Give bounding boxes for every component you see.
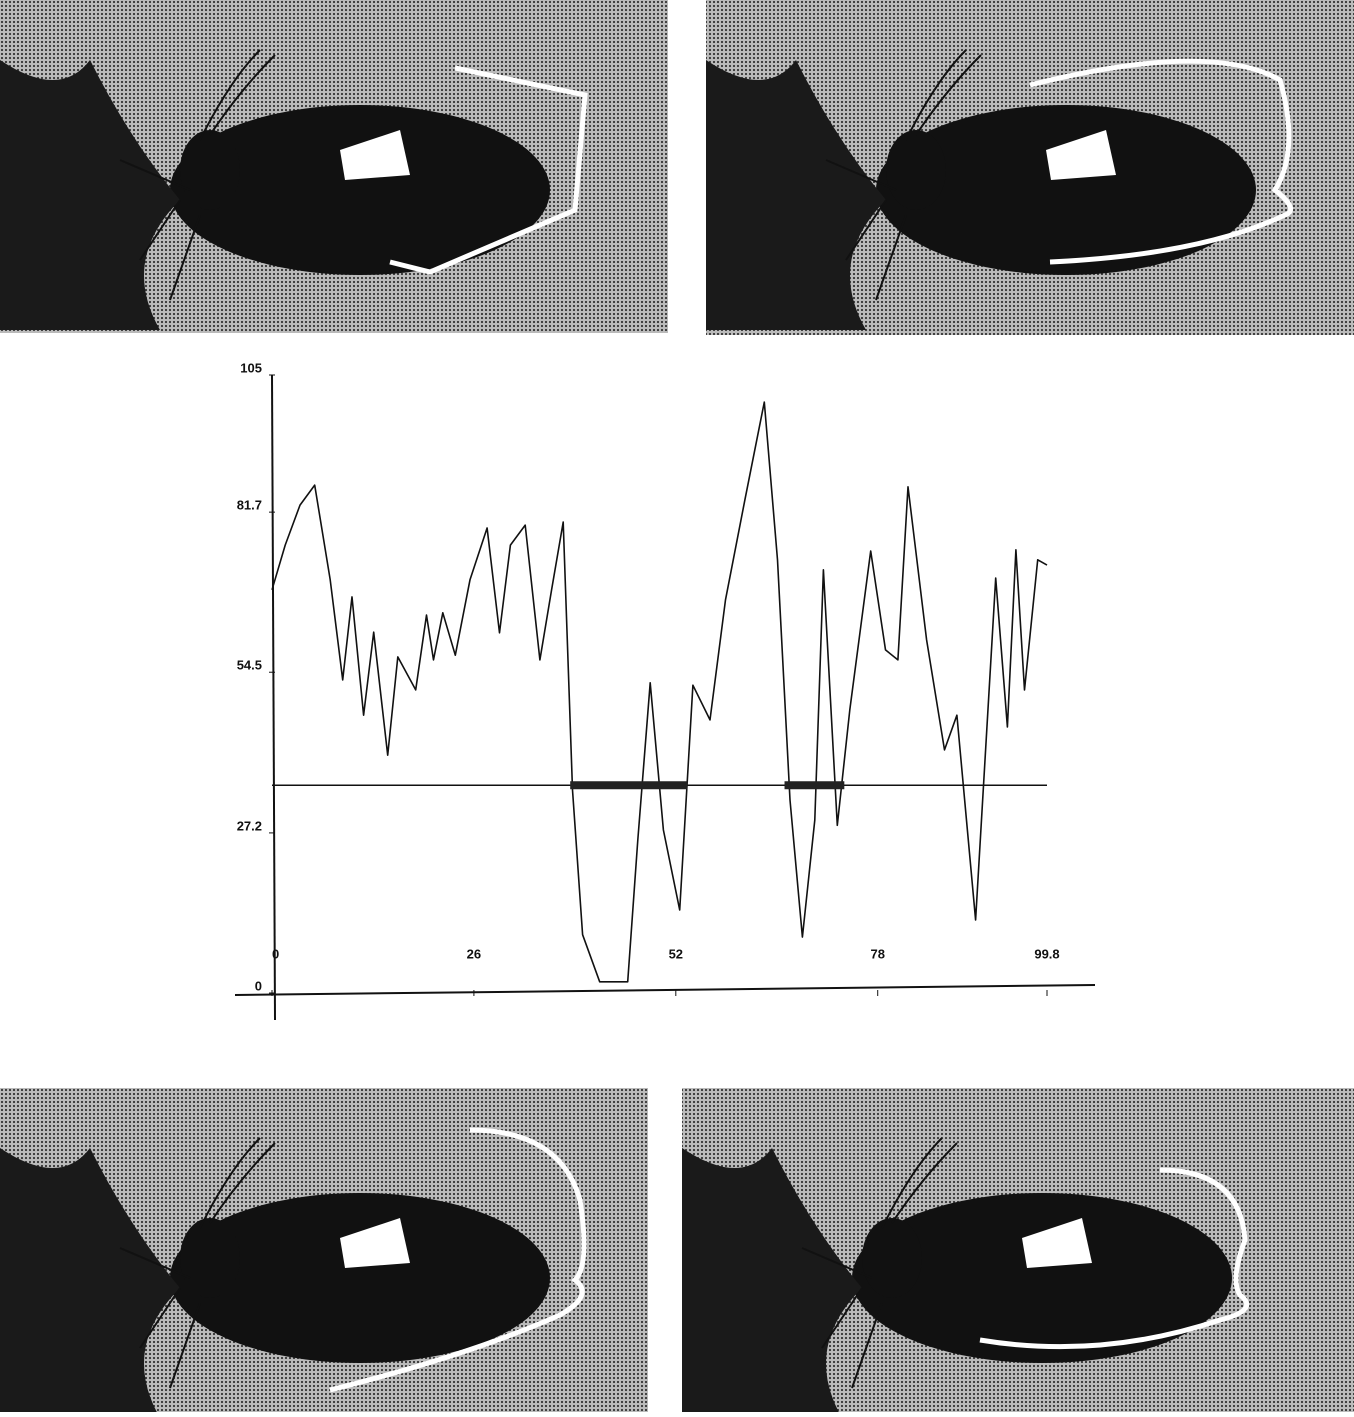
y-tick-label: 54.5 bbox=[237, 658, 262, 673]
photo bbox=[0, 0, 668, 333]
y-tick-label: 27.2 bbox=[237, 818, 262, 833]
photo bbox=[681, 1088, 1354, 1417]
photo bbox=[0, 1088, 648, 1417]
x-tick-label: 99.8 bbox=[1034, 946, 1059, 961]
data-line bbox=[271, 401, 1048, 983]
y-axis bbox=[271, 374, 276, 1021]
x-tick-label: 78 bbox=[870, 946, 884, 961]
x-axis bbox=[234, 984, 1096, 996]
x-tick-label: 52 bbox=[669, 946, 683, 961]
y-tick-label: 81.7 bbox=[237, 498, 262, 513]
y-tick-label: 0 bbox=[255, 978, 262, 993]
x-tick-label: 26 bbox=[467, 946, 481, 961]
x-tick-label: 0 bbox=[272, 946, 279, 961]
y-tick-label: 105 bbox=[240, 360, 262, 375]
photo bbox=[705, 0, 1354, 335]
